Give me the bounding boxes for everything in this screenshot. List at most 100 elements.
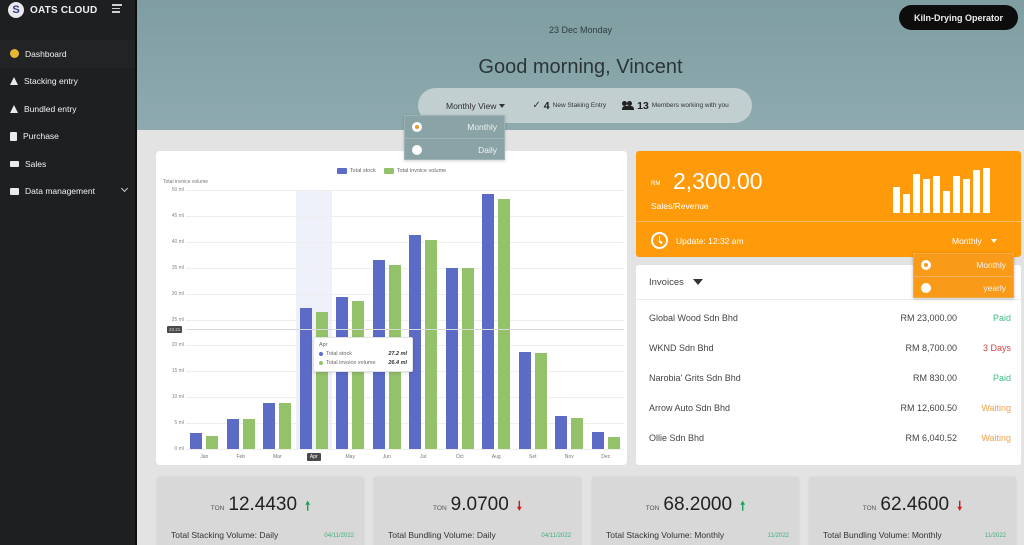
bar-total-stock[interactable] [336, 297, 349, 449]
bar-total-invoice-volume[interactable] [279, 402, 292, 449]
y-tick-label: 20 ml [171, 342, 184, 349]
kpi-date: 11/2022 [984, 533, 1006, 539]
bar-group-nov: Nov [551, 190, 588, 460]
invoice-row[interactable]: Ollie Sdn Bhd RM 6,040.52 Waiting [636, 423, 1021, 453]
x-tick-label: Apr [296, 453, 333, 461]
series-dot-icon [319, 361, 323, 365]
period-option-monthly[interactable]: Monthly [914, 254, 1013, 276]
bar-total-invoice-volume[interactable] [315, 312, 328, 449]
bar-group-set: Set [515, 190, 552, 460]
sidebar-item-sales[interactable]: Sales [0, 150, 135, 178]
sidebar-item-label: Data management [25, 186, 95, 197]
sparkline-bar [923, 179, 930, 213]
bar-total-stock[interactable] [409, 235, 422, 449]
invoice-customer: Arrow Auto Sdn Bhd [649, 403, 731, 413]
invoice-row[interactable]: WKND Sdn Bhd RM 8,700.00 3 Days [636, 333, 1021, 363]
sidebar-item-stacking-entry[interactable]: Stacking entry [0, 68, 135, 96]
kpi-value: 12.4430 [228, 494, 298, 515]
greeting: Good morning, Vincent [478, 56, 683, 78]
kpi-date: 04/11/2022 [541, 533, 571, 539]
x-tick-label: Feb [236, 454, 246, 460]
bar-group-mar: Mar [259, 190, 296, 460]
new-entries-count: 4 [543, 99, 550, 112]
invoice-status: Paid [992, 373, 1011, 383]
gridline [186, 423, 624, 425]
period-select-label: Monthly [952, 236, 982, 246]
bar-total-stock[interactable] [263, 402, 276, 449]
invoices-header-dropdown[interactable]: Invoices [636, 265, 1021, 300]
bar-total-invoice-volume[interactable] [571, 418, 584, 449]
invoice-status: Waiting [981, 433, 1011, 443]
gridline [186, 397, 624, 399]
sidebar-item-purchase[interactable]: Purchase [0, 123, 135, 151]
period-option-yearly[interactable]: yearly [914, 276, 1013, 298]
crosshair-value: 23.21 [167, 326, 183, 333]
bar-total-stock[interactable] [591, 431, 604, 449]
bar-total-invoice-volume[interactable] [425, 240, 438, 449]
bar-total-stock[interactable] [518, 352, 531, 449]
bar-total-stock[interactable] [555, 415, 568, 449]
sidebar-item-label: Dashboard [25, 48, 67, 59]
bar-total-invoice-volume[interactable] [534, 352, 547, 449]
kpi-label: Total Stacking Volume: Daily [171, 530, 279, 540]
bar-series: Jan Feb Mar Apr May Jun Jul Oct Aug Set Nov Dec [186, 190, 624, 461]
legend-total-stock[interactable]: Total stock [336, 168, 376, 174]
bar-total-stock[interactable] [190, 432, 203, 449]
invoice-row[interactable]: Arrow Auto Sdn Bhd RM 12,600.50 Waiting [636, 393, 1021, 423]
bar-total-invoice-volume[interactable] [461, 267, 474, 449]
kpi-label: Total Bundling Volume: Daily [388, 530, 496, 540]
sidebar-item-dashboard[interactable]: Dashboard [0, 40, 135, 68]
revenue-sparkline [893, 168, 990, 213]
bar-total-invoice-volume[interactable] [242, 418, 255, 449]
currency-label: RM [651, 181, 661, 187]
option-label: yearly [983, 282, 1006, 293]
members-icon [622, 101, 635, 110]
bar-total-invoice-volume[interactable] [607, 437, 620, 449]
view-option-daily[interactable]: Daily [405, 138, 504, 160]
bar-total-stock[interactable] [299, 308, 312, 449]
bar-group-oct: Oct [442, 190, 479, 460]
x-tick-label: Set [528, 454, 537, 460]
bar-group-jul: Jul [405, 190, 442, 460]
sparkline-bar [943, 191, 950, 213]
invoice-status: 3 Days [982, 343, 1011, 353]
invoice-row[interactable]: Global Wood Sdn Bhd RM 23,000.00 Paid [636, 303, 1021, 333]
bar-total-stock[interactable] [226, 418, 239, 449]
warning-triangle-icon [10, 104, 18, 113]
period-select-dropdown[interactable]: Monthly [952, 236, 997, 246]
revenue-footer: Update: 12:32 am Monthly [636, 223, 1021, 257]
gridline [186, 215, 624, 217]
collapse-sidebar-icon[interactable] [112, 4, 124, 14]
bar-total-invoice-volume[interactable] [498, 198, 511, 449]
kpi-card-bundling-monthly: TON 62.4600 🠗 Total Bundling Volume: Month… [809, 477, 1016, 545]
bar-total-invoice-volume[interactable] [206, 436, 219, 449]
tooltip-value: 27.2 ml [388, 351, 407, 357]
folder-icon [10, 187, 19, 195]
sidebar-item-bundled-entry[interactable]: Bundled entry [0, 95, 135, 123]
role-badge[interactable]: Kiln-Drying Operator [899, 5, 1018, 30]
legend-total-invoice-volume[interactable]: Total invoice volume [383, 168, 446, 174]
invoice-amount: RM 23,000.00 [900, 313, 957, 323]
brand[interactable]: S OATS CLOUD [8, 2, 97, 18]
members-stat: 13 Members working with you [622, 100, 729, 112]
bar-group-aug: Aug [478, 190, 515, 460]
caret-down-icon [990, 239, 997, 243]
y-tick-label: 15 ml [171, 368, 184, 375]
brand-logo-icon: S [8, 2, 24, 18]
bar-total-stock[interactable] [445, 267, 458, 449]
invoice-amount: RM 8,700.00 [905, 343, 957, 353]
radio-selected-icon [921, 260, 931, 270]
invoice-row[interactable]: Narobia' Grits Sdn Bhd RM 830.00 Paid [636, 363, 1021, 393]
warning-triangle-icon [10, 77, 18, 86]
chart-plot-area: 0 ml 5 ml 10 ml 15 ml 20 ml 25 ml 30 ml 35 ml 40… [172, 187, 624, 461]
members-count: 13 [637, 99, 649, 112]
bar-total-invoice-volume[interactable] [352, 300, 365, 449]
sparkline-bar [983, 168, 990, 213]
caret-down-icon [499, 103, 506, 108]
kpi-value: 62.4600 [880, 494, 950, 515]
view-select-dropdown[interactable]: Monthly View [446, 101, 506, 111]
x-tick-label: Jul [420, 454, 427, 460]
bar-total-stock[interactable] [482, 194, 495, 449]
view-option-monthly[interactable]: Monthly [405, 116, 504, 138]
sidebar-item-data-management[interactable]: Data management [0, 178, 135, 206]
